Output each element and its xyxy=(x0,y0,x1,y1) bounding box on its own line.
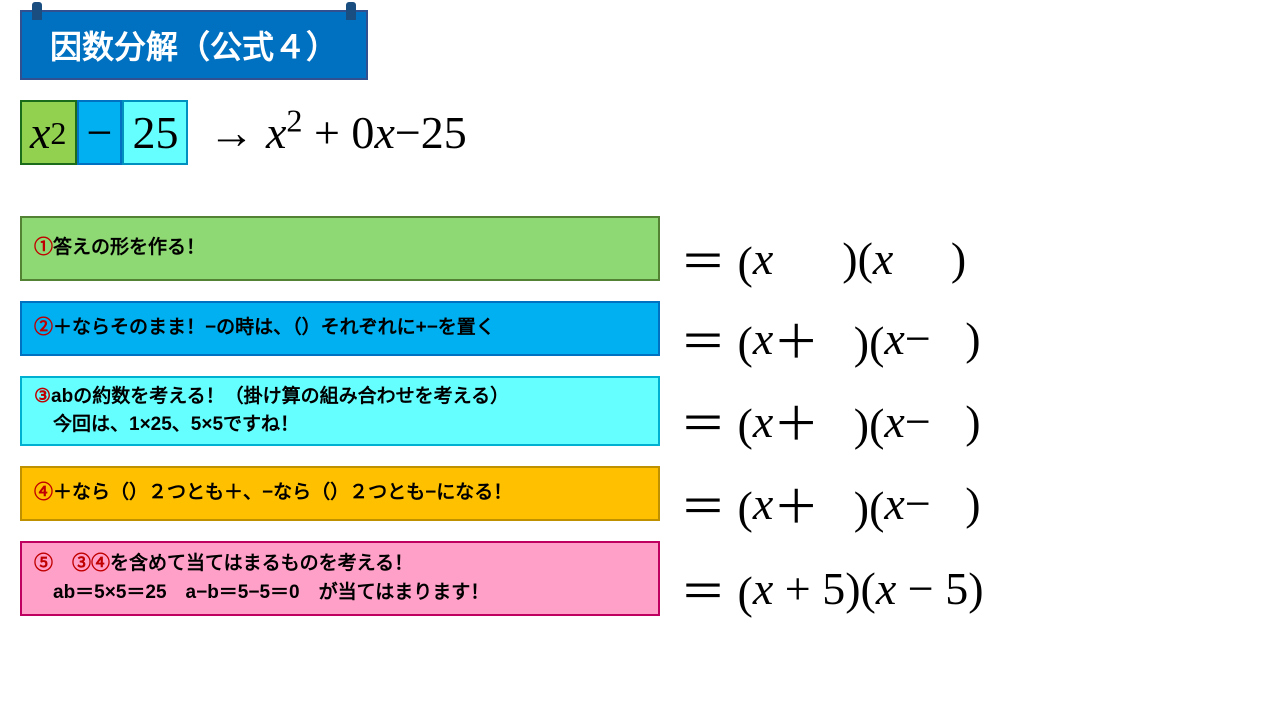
result-5: ＝ (x + 5)(x − 5) xyxy=(680,541,984,636)
step-5: ⑤ ③④を含めて当てはまるものを考える！ ab＝5×5＝25 a−b＝5−5＝0… xyxy=(20,541,660,616)
expanded-expression: → x2 + 0x−25 xyxy=(208,106,466,159)
title-text: 因数分解（公式４） xyxy=(50,29,338,65)
box1-base: x xyxy=(30,106,50,159)
step-3: ③abの約数を考える！（掛け算の組み合わせを考える） 今回は、1×25、5×5で… xyxy=(20,376,660,446)
result-3: ＝ (x＋ )(x− ) xyxy=(680,376,984,466)
step3-rest: abの約数を考える！（掛け算の組み合わせを考える） 今回は、1×25、5×5です… xyxy=(34,386,509,436)
box2-text: − xyxy=(87,106,113,159)
box-25: 25 xyxy=(122,100,188,165)
step-1: ①答えの形を作る！ xyxy=(20,216,660,281)
result-1: ＝ (x )(x ) xyxy=(680,216,984,301)
box-x-squared: x2 xyxy=(20,100,77,165)
exp-sup: 2 xyxy=(286,103,302,139)
expression-row: x2 − 25 → x2 + 0x−25 xyxy=(20,100,467,165)
step1-rest: 答えの形を作る！ xyxy=(53,237,205,258)
step-3-text: ③abの約数を考える！（掛け算の組み合わせを考える） 今回は、1×25、5×5で… xyxy=(34,383,509,440)
step-2-text: ②＋ならそのまま！−の時は、（）それぞれに+−を置く xyxy=(34,314,495,343)
step-2: ②＋ならそのまま！−の時は、（）それぞれに+−を置く xyxy=(20,301,660,356)
box-minus: − xyxy=(77,100,123,165)
step-5-text: ⑤ ③④を含めて当てはまるものを考える！ ab＝5×5＝25 a−b＝5−5＝0… xyxy=(34,550,489,607)
exp-rest: + 0x−25 xyxy=(302,107,466,158)
step-4-text: ④＋なら（）２つとも＋、−なら（）２つとも−になる！ xyxy=(34,479,512,508)
step-1-text: ①答えの形を作る！ xyxy=(34,234,205,263)
box3-text: 25 xyxy=(132,106,178,159)
colored-boxes: x2 − 25 xyxy=(20,100,188,165)
result-2: ＝ (x＋ )(x− ) xyxy=(680,301,984,376)
title-banner: 因数分解（公式４） xyxy=(20,10,368,80)
exp-x: x xyxy=(266,107,286,158)
step4-rest: ＋なら（）２つとも＋、−なら（）２つとも−になる！ xyxy=(53,482,512,503)
step5-rest: ③④を含めて当てはまるものを考える！ ab＝5×5＝25 a−b＝5−5＝0 が… xyxy=(34,553,489,603)
steps-column: ①答えの形を作る！ ②＋ならそのまま！−の時は、（）それぞれに+−を置く ③ab… xyxy=(20,216,660,616)
results-column: ＝ (x )(x ) ＝ (x＋ )(x− ) ＝ (x＋ )(x− ) ＝ (… xyxy=(680,216,984,636)
arrow: → xyxy=(208,107,266,158)
step2-rest: ＋ならそのまま！−の時は、（）それぞれに+−を置く xyxy=(53,317,495,338)
result-4: ＝ (x＋ )(x− ) xyxy=(680,466,984,541)
step-4: ④＋なら（）２つとも＋、−なら（）２つとも−になる！ xyxy=(20,466,660,521)
